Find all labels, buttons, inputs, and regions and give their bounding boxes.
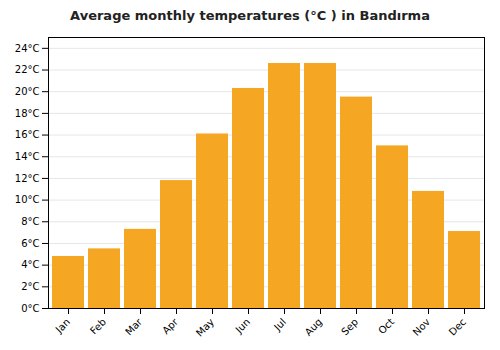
- svg-text:24°C: 24°C: [15, 43, 40, 54]
- svg-text:Aug: Aug: [303, 316, 325, 338]
- svg-text:Apr: Apr: [160, 316, 181, 337]
- svg-text:4°C: 4°C: [21, 259, 39, 270]
- svg-text:Jun: Jun: [233, 316, 253, 336]
- svg-text:Dec: Dec: [447, 316, 468, 337]
- svg-text:20°C: 20°C: [15, 86, 40, 97]
- svg-text:18°C: 18°C: [15, 108, 40, 119]
- svg-text:16°C: 16°C: [15, 129, 40, 140]
- svg-text:2°C: 2°C: [21, 281, 39, 292]
- svg-text:Sep: Sep: [339, 316, 360, 337]
- svg-text:Nov: Nov: [411, 316, 433, 338]
- svg-text:Jan: Jan: [53, 316, 72, 335]
- svg-text:22°C: 22°C: [15, 64, 40, 75]
- html-text:Average monthly temperatures (: Average monthly temperatures (°C ) in Ba…: [70, 8, 430, 23]
- svg-text:Mar: Mar: [123, 316, 145, 338]
- svg-text:10°C: 10°C: [15, 194, 40, 205]
- svg-text:May: May: [194, 316, 216, 338]
- svg-text:Oct: Oct: [376, 316, 396, 336]
- svg-text:0°C: 0°C: [21, 303, 39, 314]
- svg-text:14°C: 14°C: [15, 151, 40, 162]
- svg-text:8°C: 8°C: [21, 216, 39, 227]
- svg-text:Jul: Jul: [271, 316, 288, 333]
- svg-text:12°C: 12°C: [15, 173, 40, 184]
- svg-text:6°C: 6°C: [21, 238, 39, 249]
- svg-text:Feb: Feb: [88, 316, 108, 336]
